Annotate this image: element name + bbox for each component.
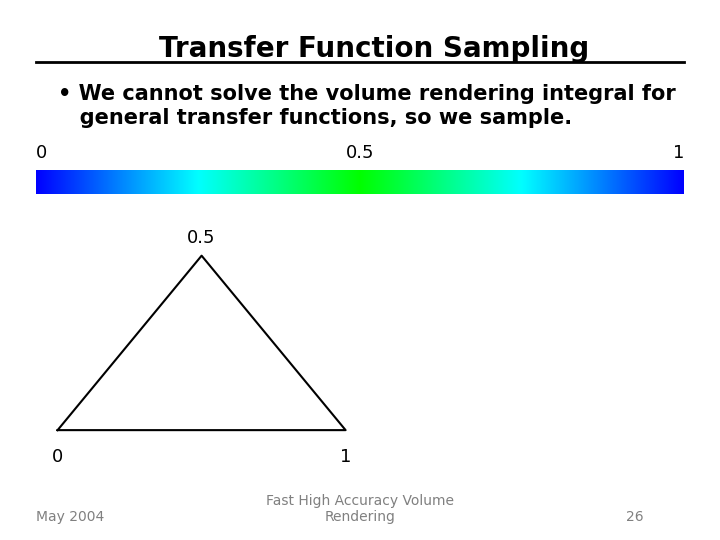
Text: 1: 1 xyxy=(672,144,684,162)
Text: 0: 0 xyxy=(52,448,63,465)
Text: 0.5: 0.5 xyxy=(346,144,374,162)
Text: 0.5: 0.5 xyxy=(187,229,216,247)
Text: May 2004: May 2004 xyxy=(36,510,104,524)
Text: • We cannot solve the volume rendering integral for: • We cannot solve the volume rendering i… xyxy=(58,84,675,104)
Text: 26: 26 xyxy=(626,510,644,524)
Text: Fast High Accuracy Volume
Rendering: Fast High Accuracy Volume Rendering xyxy=(266,494,454,524)
Text: 0: 0 xyxy=(36,144,48,162)
Text: Transfer Function Sampling: Transfer Function Sampling xyxy=(159,35,590,63)
Text: general transfer functions, so we sample.: general transfer functions, so we sample… xyxy=(58,108,572,128)
Text: 1: 1 xyxy=(340,448,351,465)
